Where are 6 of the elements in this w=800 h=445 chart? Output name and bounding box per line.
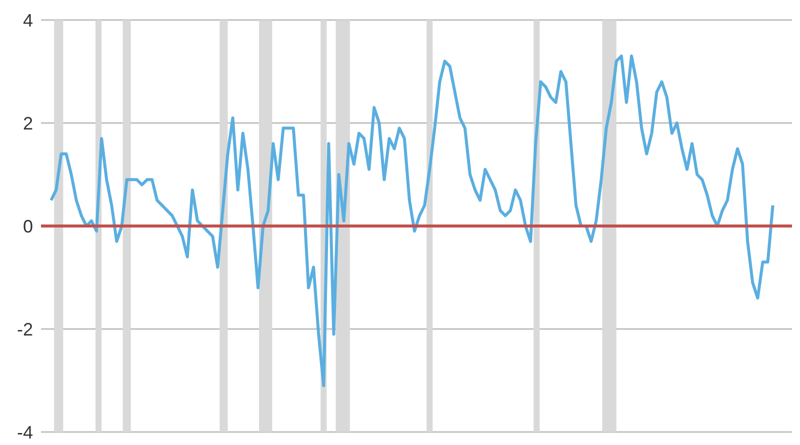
y-tick-label: -4	[16, 422, 33, 442]
y-tick-label: 2	[22, 113, 33, 134]
y-tick-label: -2	[16, 319, 33, 340]
line-series	[50, 54, 774, 388]
y-tick-label: 4	[22, 10, 33, 30]
y-tick-label: 0	[22, 216, 33, 236]
